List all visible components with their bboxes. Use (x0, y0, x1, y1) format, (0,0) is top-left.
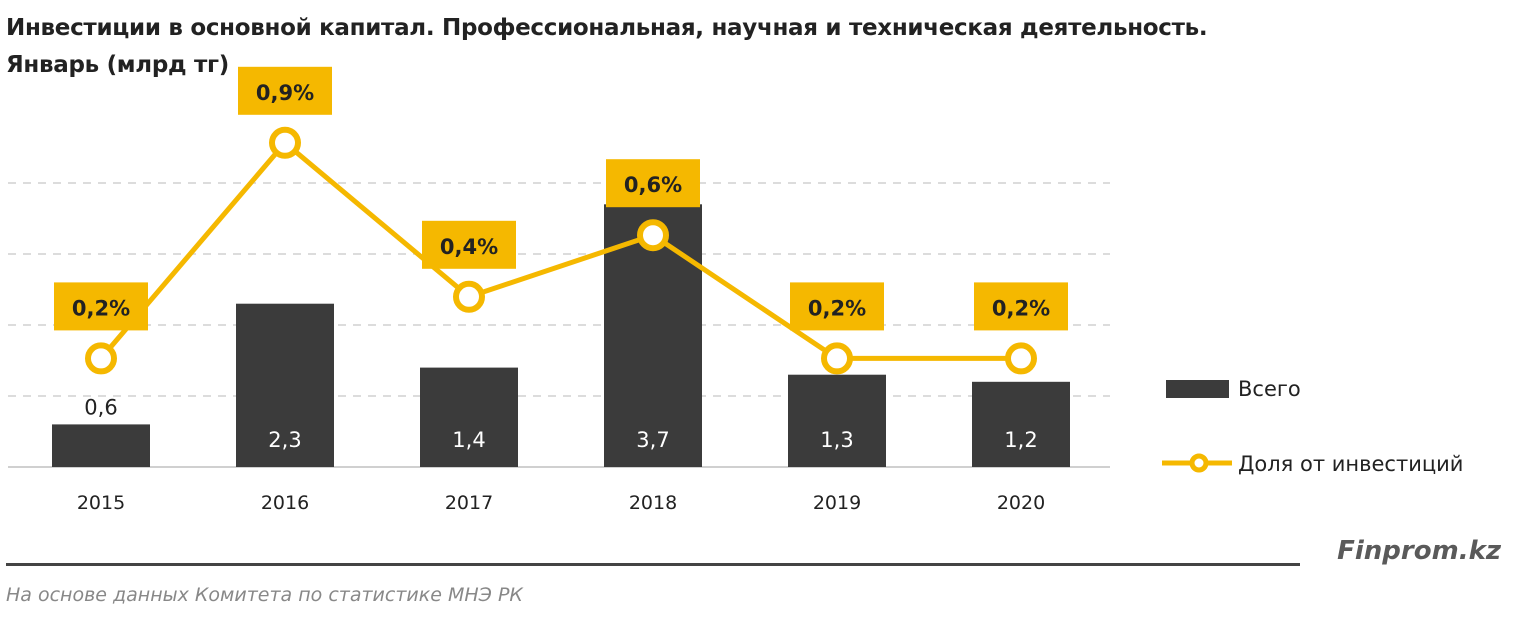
line-marker (269, 126, 301, 159)
line-marker (637, 219, 669, 252)
line-marker (453, 280, 485, 313)
bar-label: 3,7 (636, 428, 669, 452)
bar (420, 367, 518, 467)
line-label: 0,4% (440, 235, 498, 259)
line-label: 0,2% (992, 296, 1050, 320)
bar-label: 1,2 (1004, 428, 1037, 452)
line-label: 0,6% (624, 173, 682, 197)
line-label-box (238, 66, 332, 115)
line-label-box (974, 282, 1068, 331)
line-label: 0,9% (256, 81, 314, 105)
x-tick-label: 2015 (77, 492, 125, 514)
line-series (99, 140, 1021, 361)
legend-swatch-marker (1189, 453, 1209, 473)
x-tick-label: 2016 (261, 492, 309, 514)
title-line: Инвестиции в основной капитал. Профессио… (6, 15, 1208, 41)
bar-label: 1,3 (820, 428, 853, 452)
bar (52, 424, 150, 467)
line-label-box (790, 282, 884, 331)
line-marker (1005, 342, 1037, 375)
bar (236, 303, 334, 467)
bar (972, 381, 1070, 467)
x-tick-label: 2019 (813, 492, 861, 514)
source-note: На основе данных Комитета по статистике … (6, 584, 523, 606)
x-tick-label: 2020 (997, 492, 1045, 514)
line-label-box (54, 282, 148, 331)
bar-label: 0,6 (84, 395, 117, 419)
brand-logo: Finprom.kz (1337, 536, 1501, 566)
line-label-box (606, 159, 700, 208)
legend-label-bar: Всего (1238, 377, 1301, 401)
line-marker (821, 342, 853, 375)
bar (788, 374, 886, 467)
chart-title: Инвестиции в основной капитал. Профессио… (6, 10, 1208, 84)
line-label: 0,2% (72, 296, 130, 320)
legend-label-line: Доля от инвестиций (1238, 452, 1463, 476)
line-marker (85, 342, 117, 375)
bar-label: 1,4 (452, 428, 485, 452)
legend-swatch-bar (1166, 380, 1229, 398)
line-label: 0,2% (808, 296, 866, 320)
footer-divider (6, 563, 1300, 566)
x-tick-label: 2017 (445, 492, 493, 514)
x-tick-label: 2018 (629, 492, 677, 514)
bar-label: 2,3 (268, 428, 301, 452)
subtitle-line: Январь (млрд тг) (6, 52, 229, 78)
line-label-box (422, 220, 516, 269)
